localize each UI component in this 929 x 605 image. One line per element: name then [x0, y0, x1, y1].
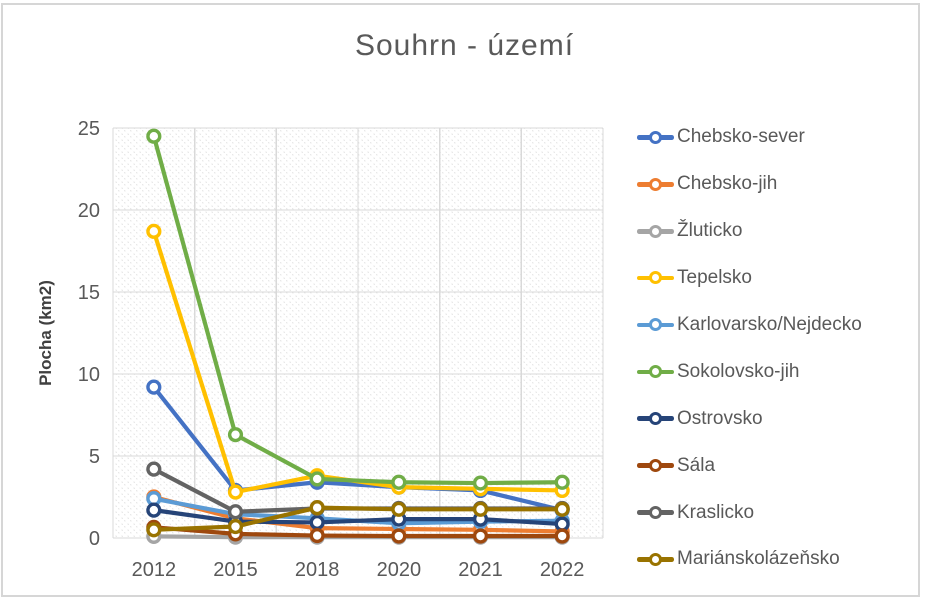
y-tick-label: 20	[78, 200, 100, 222]
legend-label: Tepelsko	[677, 267, 752, 289]
data-point-marker	[309, 514, 325, 531]
legend-line-marker-icon	[637, 364, 674, 379]
data-point-marker	[309, 527, 325, 544]
x-tick-label: 2015	[213, 559, 258, 581]
legend-line-marker-icon	[637, 177, 674, 192]
legend-label: Žluticko	[677, 220, 743, 242]
legend-label: Kraslicko	[677, 501, 755, 523]
data-point-marker	[146, 223, 162, 239]
legend-label: Chebsko-sever	[677, 126, 805, 148]
series-Sokolovsko-jih	[146, 128, 570, 491]
legend-label: Ostrovsko	[677, 407, 763, 429]
x-tick-label: 2022	[540, 559, 585, 581]
legend: Chebsko-sever Chebsko-jih Žluticko Tepelsko…	[637, 114, 862, 583]
legend-item: Tepelsko	[637, 255, 862, 302]
legend-line-marker-icon	[637, 271, 674, 286]
series-line	[151, 494, 565, 534]
data-point-marker	[391, 474, 407, 490]
series-Mariánskolázeňsko	[146, 500, 570, 538]
legend-item: Chebsko-sever	[637, 114, 862, 161]
legend-label: Sokolovsko-jih	[677, 360, 800, 382]
legend-line-marker-icon	[637, 318, 674, 333]
y-tick-label: 5	[89, 446, 100, 468]
data-point-marker	[391, 528, 407, 544]
data-point-marker	[391, 501, 407, 517]
legend-label: Mariánskolázeňsko	[677, 548, 840, 570]
legend-label: Karlovarsko/Nejdecko	[677, 314, 862, 335]
legend-label: Chebsko-jih	[677, 173, 778, 195]
legend-item: Chebsko-jih	[637, 161, 862, 208]
series-line	[151, 385, 565, 513]
legend-item: Sokolovsko-jih	[637, 348, 862, 395]
y-tick-label: 15	[78, 282, 100, 304]
series-line	[151, 525, 565, 539]
data-point-marker	[146, 128, 162, 144]
data-point-marker	[554, 516, 570, 532]
data-point-marker	[472, 501, 489, 517]
legend-line-marker-icon	[637, 552, 674, 567]
legend-line-marker-icon	[637, 411, 674, 426]
y-tick-label: 10	[78, 364, 100, 386]
x-tick-label: 2018	[295, 559, 340, 581]
legend-line-marker-icon	[637, 505, 674, 520]
legend-item: Sála	[637, 442, 862, 489]
x-tick-label: 2020	[377, 559, 422, 581]
series-line	[151, 134, 565, 486]
legend-item: Mariánskolázeňsko	[637, 536, 862, 583]
data-point-marker	[554, 501, 570, 517]
data-point-marker	[227, 518, 244, 535]
legend-label: Sála	[677, 454, 716, 476]
data-point-marker	[227, 427, 244, 443]
legend-line-marker-icon	[637, 458, 674, 473]
legend-item: Karlovarsko/Nejdecko	[637, 302, 862, 349]
series-line	[151, 505, 565, 532]
data-point-marker	[146, 502, 162, 518]
data-point-marker	[554, 474, 570, 490]
data-point-marker	[309, 500, 325, 516]
data-point-marker	[227, 484, 244, 500]
data-point-marker	[146, 522, 162, 538]
data-point-marker	[146, 461, 162, 477]
data-point-marker	[146, 379, 162, 395]
legend-line-marker-icon	[637, 224, 674, 239]
data-point-marker	[472, 528, 489, 544]
y-tick-label: 0	[89, 528, 100, 550]
x-tick-label: 2021	[458, 559, 503, 581]
x-tick-label: 2012	[132, 559, 177, 581]
legend-item: Kraslicko	[637, 489, 862, 536]
data-point-marker	[472, 475, 489, 491]
y-tick-label: 25	[78, 118, 100, 140]
legend-item: Žluticko	[637, 208, 862, 255]
legend-line-marker-icon	[637, 130, 674, 145]
data-point-marker	[309, 471, 325, 487]
series-line	[151, 508, 565, 527]
legend-item: Ostrovsko	[637, 395, 862, 442]
chart-title: Souhrn - území	[354, 29, 575, 62]
data-point-marker	[554, 528, 570, 544]
data-point-marker	[227, 504, 244, 520]
